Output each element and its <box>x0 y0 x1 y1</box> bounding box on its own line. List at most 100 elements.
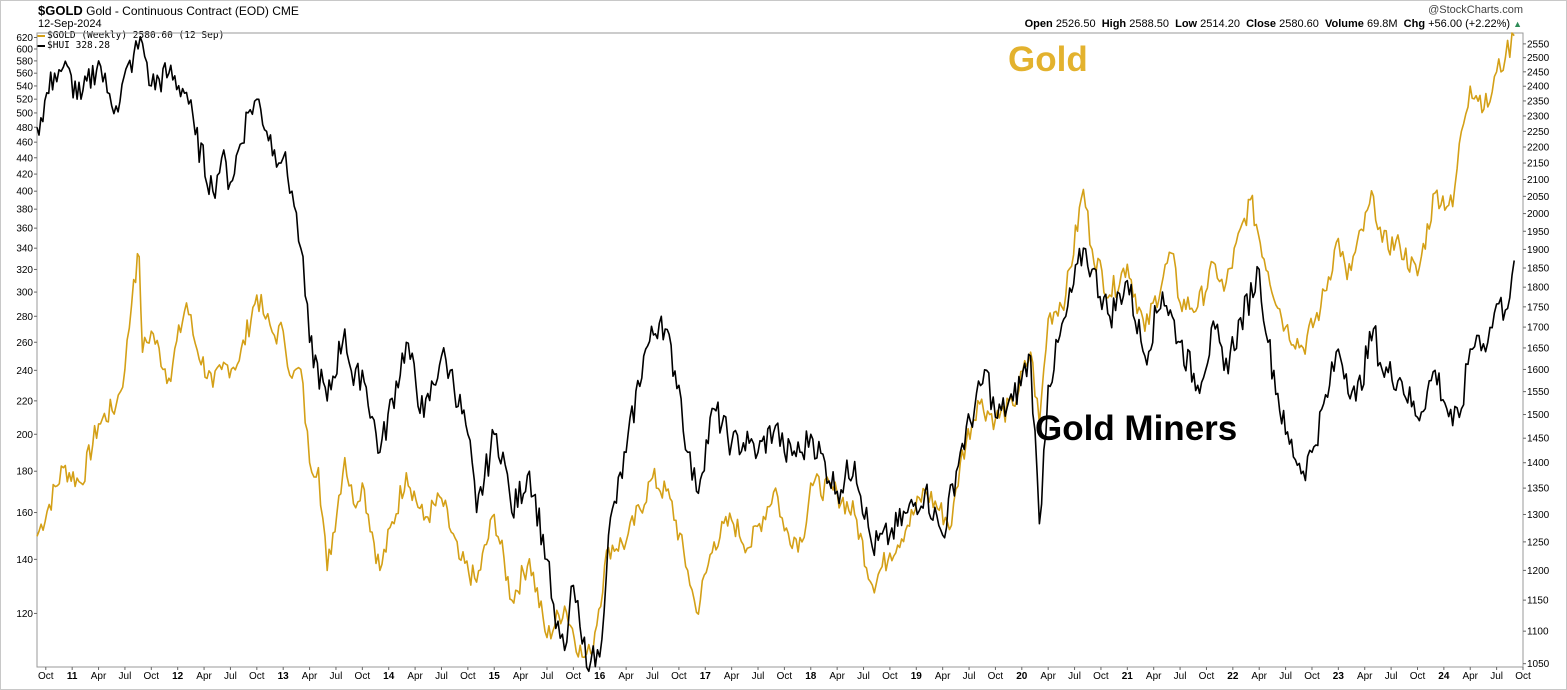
x-axis-tick-label: Jul <box>752 671 765 682</box>
close-value: 2580.60 <box>1279 18 1319 30</box>
right-axis-tick-label: 2150 <box>1527 159 1550 170</box>
x-axis-tick-label: Jul <box>1068 671 1081 682</box>
x-axis-tick-label: 23 <box>1333 671 1345 682</box>
x-axis-tick-label: 22 <box>1227 671 1239 682</box>
left-axis-tick-label: 540 <box>16 81 33 92</box>
right-axis-tick-label: 1800 <box>1527 283 1550 294</box>
stockcharts-credit: @StockCharts.com <box>1428 4 1523 16</box>
x-axis-tick-label: Oct <box>1304 671 1320 682</box>
high-label: High <box>1101 18 1127 30</box>
high-value: 2588.50 <box>1129 18 1169 30</box>
chart-header: $GOLD Gold - Continuous Contract (EOD) C… <box>38 3 299 18</box>
x-axis-tick-label: Jul <box>1490 671 1503 682</box>
chg-label: Chg <box>1403 18 1426 30</box>
left-axis-tick-label: 480 <box>16 123 33 134</box>
x-axis-tick-label: Oct <box>355 671 371 682</box>
left-axis-tick-label: 500 <box>16 108 33 119</box>
x-axis-tick-label: 14 <box>383 671 395 682</box>
x-axis-tick-label: Apr <box>407 671 423 682</box>
x-axis-tick-label: Apr <box>1462 671 1478 682</box>
ohlc-readout: Open 2526.50 High 2588.50 Low 2514.20 Cl… <box>1025 18 1522 30</box>
left-axis-tick-label: 240 <box>16 366 33 377</box>
left-axis-tick-label: 380 <box>16 205 33 216</box>
hui-series-line <box>36 36 1515 673</box>
right-axis-tick-label: 2250 <box>1527 127 1550 138</box>
right-axis-tick-label: 2500 <box>1527 53 1550 64</box>
low-value: 2514.20 <box>1200 18 1240 30</box>
x-axis-tick-label: Oct <box>882 671 898 682</box>
right-axis-tick-label: 2100 <box>1527 175 1550 186</box>
symbol: $GOLD <box>38 3 83 18</box>
left-axis-tick-label: 300 <box>16 288 33 299</box>
x-axis-tick-label: 16 <box>594 671 606 682</box>
left-axis-tick-label: 580 <box>16 56 33 67</box>
symbol-description: Gold - Continuous Contract (EOD) <box>86 4 269 18</box>
left-axis-tick-label: 400 <box>16 187 33 198</box>
x-axis-tick-label: Jul <box>330 671 343 682</box>
left-axis-tick-label: 620 <box>16 33 33 44</box>
left-axis-tick-label: 460 <box>16 138 33 149</box>
volume-label: Volume <box>1324 18 1364 30</box>
x-axis-tick-label: Jul <box>435 671 448 682</box>
x-axis-tick-label: Apr <box>196 671 212 682</box>
x-axis-tick-label: Oct <box>566 671 582 682</box>
x-axis-tick-label: Jul <box>646 671 659 682</box>
x-axis-tick-label: Apr <box>618 671 634 682</box>
right-axis-tick-label: 1250 <box>1527 537 1550 548</box>
x-axis-tick-label: 21 <box>1122 671 1134 682</box>
left-axis-tick-label: 180 <box>16 467 33 478</box>
right-axis-tick-label: 1450 <box>1527 434 1550 445</box>
x-axis-tick-label: Oct <box>249 671 265 682</box>
right-axis-tick-label: 2550 <box>1527 39 1550 50</box>
x-axis-tick-label: Apr <box>302 671 318 682</box>
x-axis-tick-label: Jul <box>224 671 237 682</box>
x-axis-tick-label: Jul <box>1385 671 1398 682</box>
left-axis-tick-label: 560 <box>16 69 33 80</box>
gold-series-line <box>36 32 1515 659</box>
right-axis-tick-label: 2000 <box>1527 209 1550 220</box>
x-axis-tick-label: Jul <box>1174 671 1187 682</box>
right-axis-tick-label: 2200 <box>1527 142 1550 153</box>
x-axis-tick-label: 12 <box>172 671 184 682</box>
up-arrow-icon: ▲ <box>1513 19 1522 29</box>
x-axis-tick-label: Oct <box>1199 671 1215 682</box>
exchange: CME <box>272 4 299 18</box>
left-axis-tick-label: 120 <box>16 609 33 620</box>
x-axis-tick-label: Oct <box>1515 671 1531 682</box>
x-axis-tick-label: 17 <box>700 671 712 682</box>
right-axis-tick-label: 1550 <box>1527 387 1550 398</box>
right-axis-tick-label: 1350 <box>1527 484 1550 495</box>
open-label: Open <box>1024 18 1053 30</box>
chart-series <box>36 32 1515 673</box>
legend-hui: $HUI 328.28 <box>37 41 224 51</box>
right-axis-tick-label: 1750 <box>1527 302 1550 313</box>
chg-value: +56.00 (+2.22%) <box>1428 18 1511 30</box>
right-axis-tick-label: 1950 <box>1527 227 1550 238</box>
right-axis-tick-label: 2300 <box>1527 111 1550 122</box>
right-axis-tick-label: 1650 <box>1527 343 1550 354</box>
left-axis-tick-label: 200 <box>16 430 33 441</box>
gold-swatch <box>37 34 45 37</box>
gold-annotation: Gold <box>1008 40 1088 79</box>
left-axis-tick-label: 260 <box>16 338 33 349</box>
x-axis-tick-label: 11 <box>67 671 78 682</box>
x-axis-tick-label: Apr <box>829 671 845 682</box>
x-axis-tick-label: 24 <box>1438 671 1450 682</box>
legend-gold: $GOLD (Weekly) 2580.60 (12 Sep) <box>37 31 224 41</box>
left-axis-tick-label: 280 <box>16 312 33 323</box>
x-axis-tick-label: Oct <box>38 671 54 682</box>
x-axis-tick-label: Apr <box>935 671 951 682</box>
close-label: Close <box>1246 18 1277 30</box>
right-axis-tick-label: 1150 <box>1527 596 1549 607</box>
x-axis-tick-label: Jul <box>1279 671 1292 682</box>
left-axis-tick-label: 420 <box>16 170 33 181</box>
x-axis-tick-label: Jul <box>963 671 976 682</box>
x-axis-tick-label: Oct <box>144 671 160 682</box>
x-axis-tick-label: Apr <box>91 671 107 682</box>
x-axis-tick-label: Oct <box>777 671 793 682</box>
right-axis-tick-label: 1600 <box>1527 365 1550 376</box>
x-axis-tick-label: Oct <box>460 671 476 682</box>
x-axis-tick-label: Apr <box>513 671 529 682</box>
x-axis-tick-label: Apr <box>1251 671 1267 682</box>
left-axis-tick-label: 340 <box>16 244 33 255</box>
